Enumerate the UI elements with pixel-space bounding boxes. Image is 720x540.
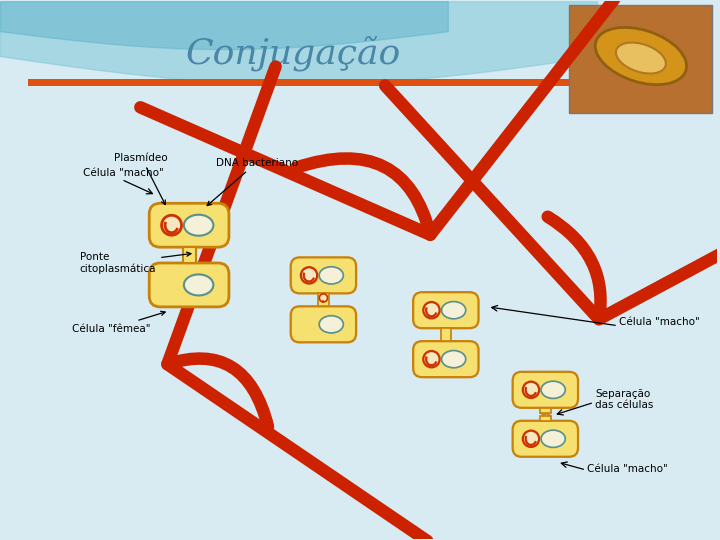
Bar <box>540 408 551 413</box>
Ellipse shape <box>184 215 213 236</box>
Circle shape <box>523 430 539 447</box>
Bar <box>570 5 711 113</box>
Ellipse shape <box>441 350 466 368</box>
Bar <box>183 247 196 263</box>
Text: Célula "macho": Célula "macho" <box>619 317 700 327</box>
FancyBboxPatch shape <box>513 372 578 408</box>
FancyArrowPatch shape <box>385 85 720 319</box>
Circle shape <box>161 215 181 235</box>
FancyArrowPatch shape <box>168 66 429 540</box>
FancyBboxPatch shape <box>149 263 229 307</box>
Circle shape <box>423 351 440 367</box>
Text: Célula "fêmea": Célula "fêmea" <box>72 311 165 334</box>
Circle shape <box>423 302 440 319</box>
FancyArrowPatch shape <box>140 0 625 235</box>
FancyBboxPatch shape <box>513 421 578 457</box>
FancyBboxPatch shape <box>291 258 356 293</box>
FancyBboxPatch shape <box>149 203 229 247</box>
Bar <box>441 328 451 341</box>
FancyBboxPatch shape <box>413 292 479 328</box>
Ellipse shape <box>319 267 343 284</box>
Ellipse shape <box>319 316 343 333</box>
FancyBboxPatch shape <box>413 341 479 377</box>
Ellipse shape <box>541 381 565 399</box>
Ellipse shape <box>616 43 666 73</box>
Text: Célula "macho": Célula "macho" <box>587 464 668 474</box>
Circle shape <box>523 382 539 398</box>
Bar <box>318 293 329 306</box>
FancyBboxPatch shape <box>291 306 356 342</box>
Text: DNA bacteriano: DNA bacteriano <box>207 158 298 206</box>
Ellipse shape <box>595 28 687 85</box>
Text: Célula "macho": Célula "macho" <box>83 168 163 179</box>
Circle shape <box>301 267 318 284</box>
Text: Conjugação: Conjugação <box>186 35 401 71</box>
Ellipse shape <box>441 301 466 319</box>
Circle shape <box>320 294 328 302</box>
Text: Plasmídeo: Plasmídeo <box>114 152 168 205</box>
Text: Ponte
citoplasmática: Ponte citoplasmática <box>80 252 191 274</box>
Bar <box>540 416 551 421</box>
Ellipse shape <box>541 430 565 448</box>
Text: Separação
das células: Separação das células <box>595 389 654 410</box>
Ellipse shape <box>184 274 213 295</box>
Bar <box>28 79 570 86</box>
